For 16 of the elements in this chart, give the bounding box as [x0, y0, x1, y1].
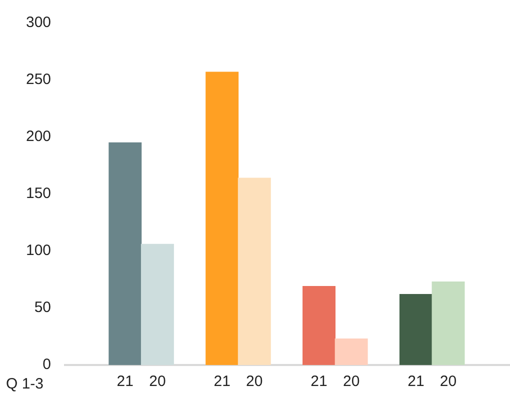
x-tick-label: 20 [342, 373, 360, 390]
x-tick-label: 20 [246, 373, 263, 390]
y-tick-label: 300 [26, 14, 52, 32]
x-axis-title: Q 1-3 [6, 376, 44, 393]
x-tick-label: 21 [408, 373, 424, 390]
y-tick-label: 200 [26, 128, 52, 146]
x-tick-label: 20 [440, 373, 457, 390]
x-tick-label: 21 [214, 373, 230, 390]
y-tick-label: 150 [26, 185, 52, 202]
y-tick-label: 100 [26, 242, 52, 260]
x-tick-label: 21 [116, 373, 134, 390]
y-tick-label: 0 [42, 356, 52, 374]
y-tick-label: 50 [34, 299, 52, 316]
y-tick-label: 250 [26, 71, 52, 88]
x-tick-label: 20 [149, 373, 166, 390]
x-tick-label: 21 [310, 373, 328, 390]
